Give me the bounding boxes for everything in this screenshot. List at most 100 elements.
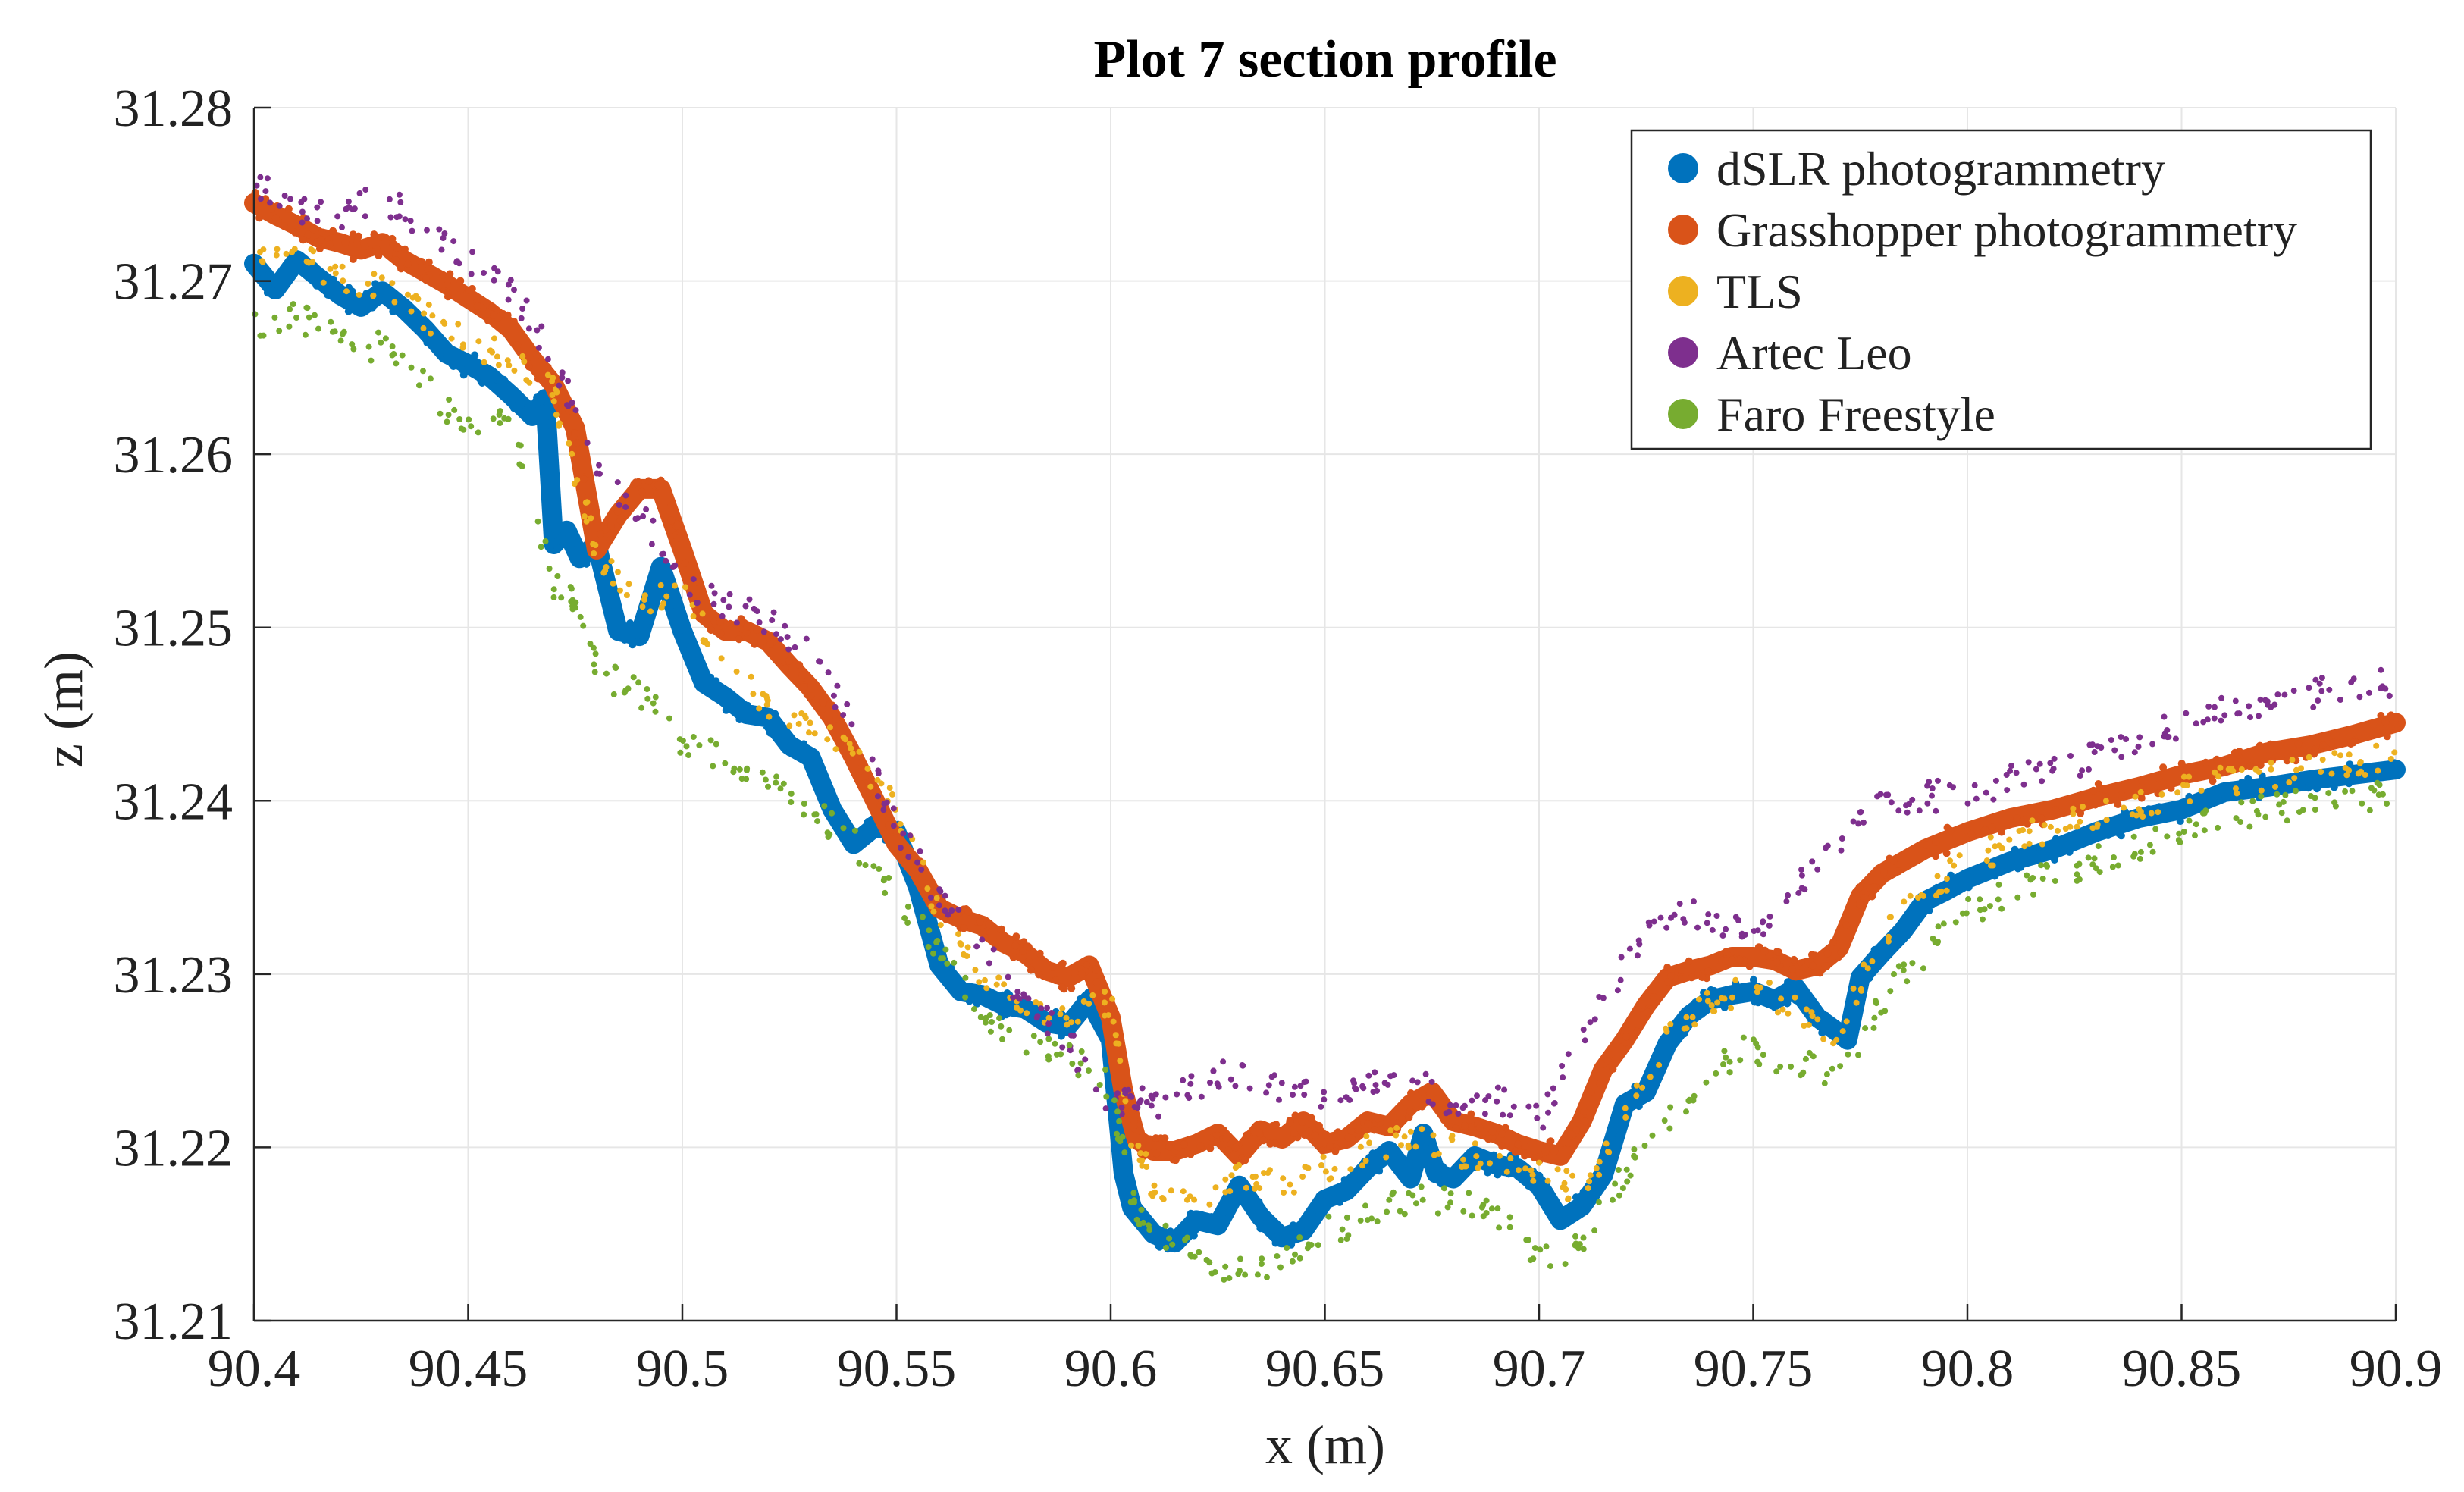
series-point — [683, 743, 690, 750]
series-point — [1611, 1127, 1619, 1134]
legend-label: TLS — [1716, 265, 1803, 318]
legend-marker — [1668, 399, 1698, 429]
series-point — [1322, 1168, 1329, 1175]
series-point — [1814, 1020, 1823, 1029]
series-point — [1124, 1182, 1133, 1190]
x-tick-label: 90.55 — [837, 1340, 957, 1398]
series-point — [509, 395, 518, 403]
series-point — [1180, 1077, 1187, 1083]
series-point — [733, 668, 740, 675]
series-point — [1987, 834, 1994, 841]
series-point — [1985, 847, 1992, 854]
series-point — [1331, 1165, 1338, 1172]
series-point — [677, 749, 684, 756]
series-point — [1045, 1056, 1052, 1063]
series-point — [836, 738, 845, 747]
series-point — [371, 280, 380, 288]
series-point — [716, 618, 725, 626]
series-point — [782, 622, 788, 629]
series-point — [1401, 1098, 1409, 1106]
series-point — [290, 301, 296, 308]
series-point — [1777, 1063, 1784, 1070]
series-point — [1425, 1137, 1434, 1146]
series-point — [257, 174, 264, 180]
series-point — [1130, 1197, 1137, 1204]
series-point — [504, 357, 511, 364]
series-point — [2337, 697, 2343, 703]
series-point — [610, 580, 616, 587]
series-point — [1067, 1047, 1074, 1054]
series-point — [2292, 788, 2299, 795]
series-point — [851, 827, 858, 834]
legend-marker — [1668, 215, 1698, 245]
series-point — [973, 943, 980, 950]
series-point — [1619, 1185, 1626, 1192]
series-point — [1271, 1239, 1280, 1247]
series-point — [1900, 967, 1907, 973]
series-point — [1072, 1002, 1080, 1010]
series-point — [1704, 920, 1710, 926]
series-point — [712, 688, 720, 697]
legend-item: Faro Freestyle — [1668, 387, 1995, 441]
series-point — [2033, 766, 2039, 773]
series-point — [1991, 872, 1998, 880]
y-tick-label: 31.21 — [114, 1293, 234, 1351]
series-point — [1473, 1153, 1480, 1160]
series-point — [1117, 1138, 1124, 1145]
series-point — [1587, 1019, 1594, 1026]
series-point — [737, 615, 745, 623]
series-point — [2238, 778, 2246, 786]
series-point — [273, 252, 280, 259]
series-point — [1474, 1092, 1480, 1099]
series-point — [1858, 987, 1865, 994]
series-point — [1541, 1148, 1550, 1156]
series-point — [1741, 932, 1748, 938]
series-point — [1660, 1039, 1669, 1047]
series-point — [1006, 1027, 1013, 1033]
series-point — [1671, 911, 1678, 918]
series-point — [2026, 855, 2034, 864]
series-point — [1207, 1080, 1213, 1086]
series-point — [505, 415, 512, 422]
series-point — [1071, 1032, 1077, 1039]
y-axis-label: z (m) — [33, 651, 94, 768]
series-point — [516, 461, 523, 468]
series-point — [1296, 1255, 1303, 1262]
series-point — [990, 946, 997, 953]
series-point — [475, 338, 482, 345]
series-point — [1981, 826, 1989, 834]
series-point — [1418, 1183, 1425, 1190]
series-point — [559, 535, 567, 544]
series-point — [1212, 1227, 1221, 1235]
series-point — [1627, 1103, 1635, 1111]
series-point — [1621, 1039, 1629, 1046]
series-point — [2111, 854, 2117, 860]
series-point — [1814, 866, 1821, 873]
series-point — [942, 946, 949, 953]
y-tick-label: 31.28 — [114, 80, 234, 138]
series-point — [2052, 878, 2058, 884]
series-point — [2180, 829, 2187, 835]
series-point — [1284, 1245, 1290, 1251]
series-point — [2174, 789, 2181, 796]
series-point — [1290, 1129, 1298, 1137]
series-point — [580, 475, 588, 483]
series-point — [1942, 849, 1951, 857]
series-point — [1182, 1237, 1188, 1243]
series-point — [610, 607, 618, 616]
series-point — [1319, 1208, 1327, 1217]
series-point — [1798, 867, 1804, 873]
series-point — [800, 740, 808, 748]
series-point — [1603, 1140, 1610, 1147]
series-point — [296, 254, 304, 262]
series-point — [253, 182, 260, 189]
series-point — [1114, 1130, 1120, 1137]
series-point — [471, 351, 479, 359]
series-point — [441, 230, 448, 237]
series-point — [513, 341, 522, 349]
series-point — [351, 205, 358, 212]
series-point — [1550, 1085, 1556, 1092]
series-point — [1857, 976, 1866, 984]
series-point — [460, 426, 467, 433]
